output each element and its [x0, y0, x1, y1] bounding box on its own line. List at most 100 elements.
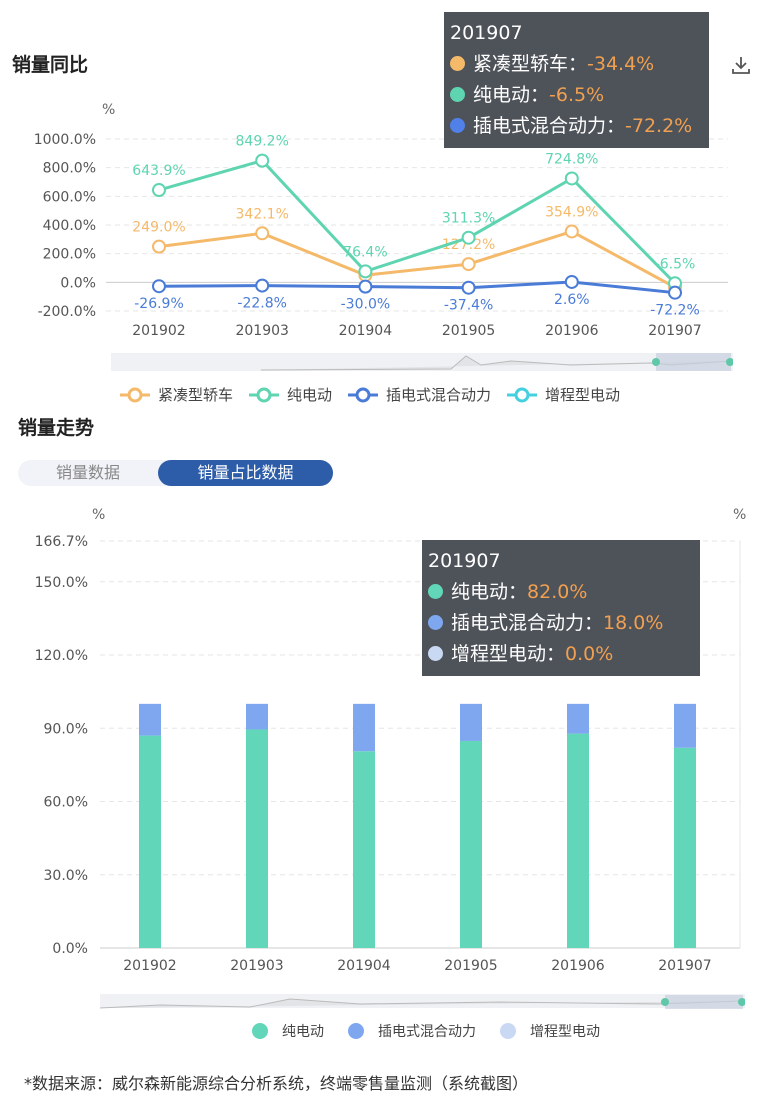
bar-segment	[353, 751, 375, 948]
data-point	[255, 278, 270, 293]
bar-segment	[246, 729, 268, 948]
y-unit-left: %	[92, 507, 106, 523]
tab-sales-share[interactable]: 销量占比数据	[158, 460, 333, 486]
data-label: 354.9%	[545, 204, 598, 220]
y-tick-label: 30.0%	[44, 868, 88, 884]
data-point	[152, 239, 166, 254]
tab-sales-data[interactable]: 销量数据	[55, 463, 120, 482]
y-tick-label: 800.0%	[43, 161, 96, 177]
dot-icon	[428, 615, 443, 630]
data-point	[461, 230, 476, 245]
section-title-yoy: 销量同比	[12, 54, 89, 76]
bar-chart: 166.7% 150.0% 120.0% 90.0% 60.0% 30.0% 0.0% 201…	[35, 534, 741, 974]
data-label: -26.9%	[134, 296, 184, 312]
data-point	[564, 274, 579, 289]
dot-icon	[500, 1023, 516, 1039]
data-point	[358, 279, 373, 294]
dot-icon	[450, 118, 465, 133]
x-tick-label: 201903	[230, 958, 283, 974]
y-tick-label: 0.0%	[52, 941, 88, 957]
tab-bar: 销量数据 销量占比数据	[18, 460, 333, 486]
dot-icon	[428, 584, 443, 599]
data-point	[255, 153, 270, 168]
slider-handle-left	[661, 998, 669, 1006]
bar-segment	[567, 733, 589, 948]
tooltip-header: 201907	[428, 550, 501, 572]
tooltip-yoy: 201907 紧凑型轿车：-34.4% 纯电动：-6.5% 插电式混合动力：-7…	[444, 12, 709, 148]
x-tick-label: 201902	[132, 323, 185, 339]
x-tick-label: 201907	[658, 958, 711, 974]
section-title-trend: 销量走势	[18, 417, 95, 439]
x-tick-label: 201903	[235, 323, 288, 339]
datazoom-slider-2[interactable]	[99, 994, 746, 1009]
data-label: -72.2%	[650, 303, 700, 319]
x-tick-label: 201902	[123, 958, 176, 974]
tooltip-row: 插电式混合动力：-72.2%	[450, 111, 703, 142]
bar-segment	[139, 703, 161, 736]
data-point	[152, 279, 166, 294]
data-label: -30.0%	[341, 297, 391, 313]
y-tick-label: 1000.0%	[34, 132, 96, 148]
tooltip-row: 纯电动：82.0%	[428, 577, 694, 608]
tooltip-row: 插电式混合动力：18.0%	[428, 608, 694, 639]
y-tick-label: 166.7%	[35, 534, 88, 550]
dot-icon	[450, 87, 465, 102]
x-tick-label: 201905	[442, 323, 495, 339]
dot-icon	[428, 646, 443, 661]
legend-item-bev[interactable]: 纯电动	[252, 1021, 324, 1041]
line-chart: 1000.0% 800.0% 600.0% 400.0% 200.0% 0.0% -200.…	[34, 132, 728, 339]
x-tick-label: 201905	[444, 958, 497, 974]
y-tick-label: 400.0%	[43, 218, 96, 234]
legend-item-erev[interactable]: 增程型电动	[500, 1021, 600, 1041]
y-tick-label: -200.0%	[38, 304, 96, 320]
series-line	[158, 158, 677, 285]
legend-item-phev[interactable]: 插电式混合动力	[348, 1021, 476, 1041]
bar-segment	[460, 740, 482, 948]
slider-handle-right	[738, 998, 746, 1006]
legend-item-bev[interactable]: 纯电动	[247, 384, 332, 405]
legend-item-compact[interactable]: 紧凑型轿车	[118, 384, 233, 405]
data-point	[461, 257, 476, 272]
tooltip-row: 纯电动：-6.5%	[450, 80, 703, 111]
data-point	[564, 171, 579, 186]
footer-source: *数据来源：威尔森新能源综合分析系统，终端零售量监测（系统截图）	[24, 1074, 529, 1093]
data-point	[461, 280, 476, 295]
bar-segment	[674, 703, 696, 748]
data-label: -6.5%	[655, 256, 696, 272]
bar-segment	[460, 703, 482, 741]
data-label: 849.2%	[236, 134, 289, 150]
download-icon[interactable]	[730, 54, 752, 80]
tooltip-header: 201907	[450, 22, 523, 44]
tooltip-share: 201907 纯电动：82.0% 插电式混合动力：18.0% 增程型电动：0.0…	[422, 540, 700, 676]
data-label: 76.4%	[343, 244, 387, 260]
y-tick-label: 150.0%	[35, 575, 88, 591]
legend-bar: 纯电动 插电式混合动力 增程型电动	[252, 1021, 614, 1041]
data-label: 643.9%	[132, 163, 185, 179]
y-tick-label: 120.0%	[35, 648, 88, 664]
x-tick-label: 201906	[545, 323, 599, 339]
legend-item-phev[interactable]: 插电式混合动力	[346, 384, 491, 405]
series-line	[158, 229, 676, 289]
legend-item-erev[interactable]: 增程型电动	[505, 384, 620, 405]
data-point	[358, 264, 373, 279]
slider-handle-right	[726, 358, 734, 366]
bar-segment	[353, 703, 375, 752]
data-label: 2.6%	[554, 292, 590, 308]
x-tick-label: 201904	[339, 323, 393, 339]
data-point	[255, 226, 270, 241]
data-point	[564, 224, 579, 239]
bar-segment	[567, 703, 589, 734]
data-point	[668, 285, 682, 300]
legend-line: 紧凑型轿车 纯电动 插电式混合动力 增程型电动	[118, 384, 634, 405]
y-unit: %	[102, 102, 116, 118]
y-tick-label: 600.0%	[43, 189, 96, 205]
y-tick-label: 0.0%	[60, 275, 96, 291]
data-label: -22.8%	[237, 296, 287, 312]
dot-icon	[252, 1023, 268, 1039]
data-label: -37.4%	[444, 298, 494, 314]
datazoom-slider-1[interactable]	[111, 353, 734, 371]
dot-icon	[348, 1023, 364, 1039]
bar-segment	[246, 703, 268, 730]
slider-handle-left	[652, 358, 660, 366]
